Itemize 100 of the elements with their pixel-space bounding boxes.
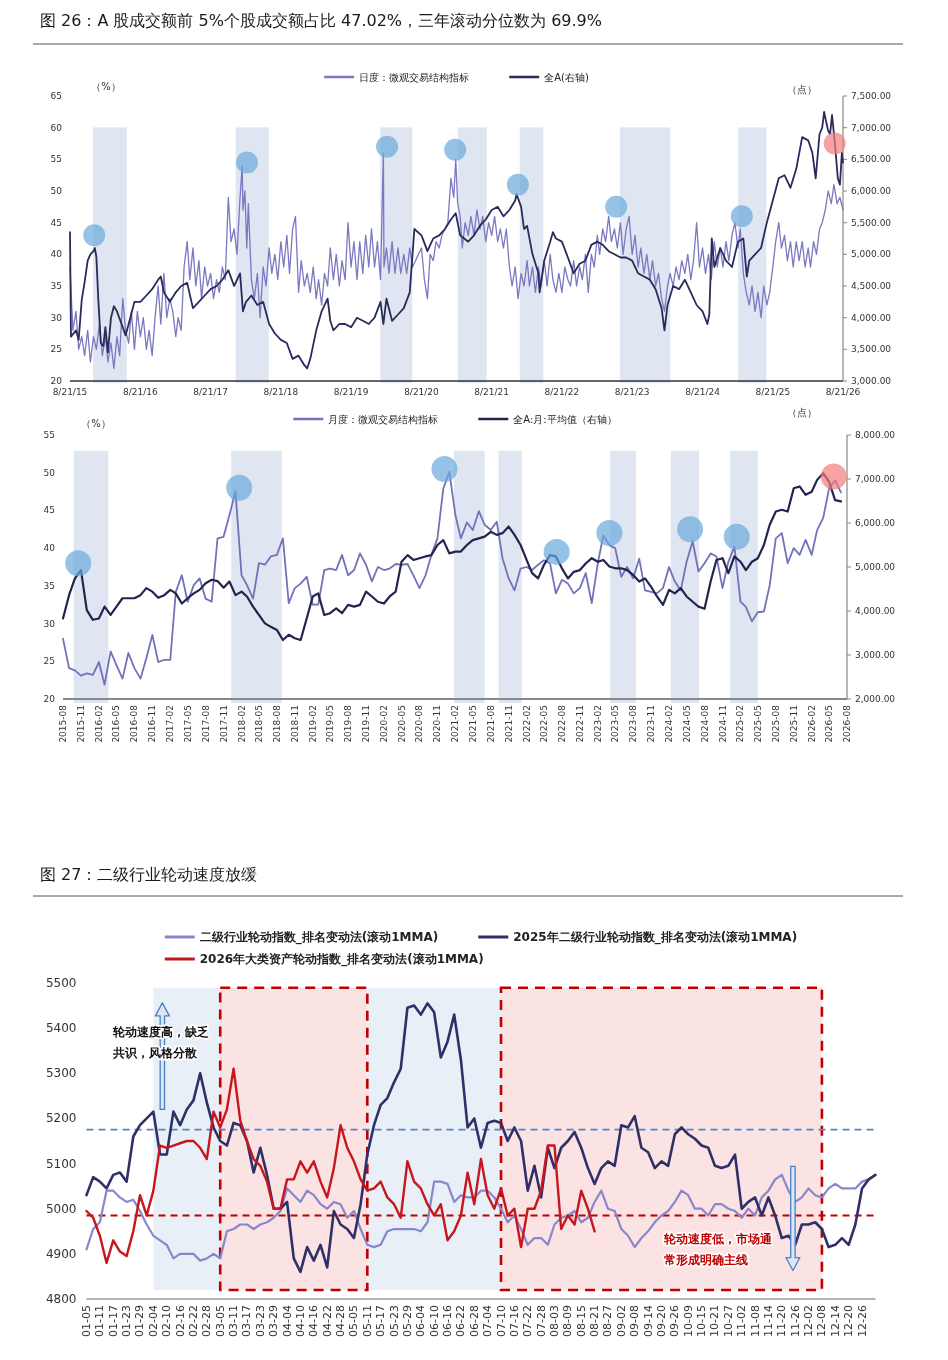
legend-label: 2025年二级行业轮动指数_排名变动法(滚动1MMA) [513, 930, 798, 945]
chart-title: 图 26：A 股成交额前 5%个股成交额占比 47.02%，三年滚动分位数为 69.9% [40, 11, 602, 30]
y-tick-label: 30 [43, 618, 56, 629]
x-tick-label: 06-22 [454, 1305, 468, 1337]
annotation: 轮动速度低，市场通常形成明确主线 [662, 1231, 773, 1267]
point [83, 224, 106, 247]
x-tick-label: 11-02 [735, 1305, 749, 1337]
x-tick-label: 2017-08 [200, 704, 211, 743]
x-tick-label: 2024-08 [699, 704, 710, 743]
x-tick-label: 2021-08 [485, 704, 496, 743]
x-tick-label: 09-08 [628, 1305, 642, 1337]
y-tick-label: 5200 [45, 1111, 77, 1126]
x-tick-label: 2026-08 [842, 704, 852, 743]
x-tick-label: 8/21/22 [544, 387, 580, 397]
x-tick-label: 01-11 [93, 1305, 107, 1337]
legend-label: 月度：微观交易结构指标 [328, 413, 439, 425]
y-tick-label: 65 [50, 91, 62, 101]
legend-label: 2026年大类资产轮动指数_排名变动法(滚动1MMA) [199, 952, 484, 967]
y-tick-label: 5000 [45, 1201, 77, 1216]
x-tick-label: 05-11 [360, 1305, 374, 1337]
x-tick-label: 2023-11 [646, 705, 657, 743]
point [596, 520, 623, 547]
x-tick-label: 10-15 [695, 1305, 709, 1337]
x-tick-label: 07-04 [481, 1305, 495, 1337]
x-tick-label: 10-27 [721, 1305, 735, 1337]
x-tick-label: 8/21/19 [333, 387, 369, 397]
x-tick-label: 2016-08 [129, 704, 140, 743]
y2-tick-label: 6,000.00 [851, 186, 892, 196]
x-tick-label: 01-05 [80, 1305, 93, 1337]
x-tick-label: 2019-02 [307, 705, 318, 743]
x-tick-label: 2025-11 [788, 705, 799, 743]
y2-tick-label: 8,000.00 [855, 430, 896, 440]
x-tick-label: 06-10 [427, 1305, 441, 1337]
x-tick-label: 12-26 [855, 1305, 869, 1337]
legend-label: 二级行业轮动指数_排名变动法(滚动1MMA) [199, 930, 439, 945]
x-tick-label: 2020-11 [432, 705, 443, 743]
x-tick-label: 2019-08 [343, 704, 354, 743]
point [823, 132, 846, 155]
y-tick-label: 55 [50, 154, 62, 165]
x-tick-label: 2023-08 [628, 704, 639, 743]
x-tick-label: 2021-02 [450, 705, 461, 743]
x-tick-label: 8/21/23 [614, 387, 650, 397]
x-tick-label: 06-28 [467, 1305, 481, 1337]
x-tick-label: 03-05 [213, 1305, 227, 1337]
y2-tick-label: 2,000.00 [855, 694, 896, 704]
x-tick-label: 2017-11 [218, 705, 229, 743]
y-tick-label: 50 [50, 186, 63, 196]
legend-label: 全A:月:平均值（右轴） [513, 413, 617, 425]
x-tick-label: 01-17 [106, 1305, 120, 1337]
y2-tick-label: 3,000.00 [851, 376, 892, 386]
x-tick-label: 8/21/20 [404, 387, 440, 397]
y2-tick-label: 4,000.00 [851, 312, 892, 323]
x-tick-label: 2023-02 [592, 705, 603, 743]
point [820, 463, 847, 490]
x-tick-label: 09-26 [668, 1305, 682, 1337]
y-tick-label: 4900 [45, 1246, 77, 1261]
x-tick-label: 2025-05 [752, 705, 763, 743]
x-tick-label: 2018-02 [236, 705, 247, 743]
x-tick-label: 08-03 [547, 1305, 561, 1337]
y-tick-label: 35 [50, 281, 62, 291]
x-tick-label: 8/21/21 [474, 387, 510, 397]
point [605, 195, 628, 218]
line-series [85, 1002, 877, 1274]
x-tick-label: 2017-05 [182, 705, 193, 743]
x-tick-label: 2022-11 [574, 705, 585, 743]
x-tick-label: 2021-11 [503, 705, 514, 743]
y2-tick-label: 6,500.00 [851, 154, 892, 165]
x-tick-label: 02-04 [146, 1305, 160, 1337]
y2-axis-title: （点） [787, 407, 817, 418]
point [431, 455, 458, 482]
point [677, 516, 704, 543]
x-tick-label: 03-17 [240, 1305, 254, 1337]
x-tick-label: 8/21/18 [263, 387, 299, 397]
x-tick-label: 08-21 [588, 1305, 602, 1337]
y-tick-label: 40 [50, 249, 63, 260]
y2-tick-label: 7,000.00 [851, 122, 892, 133]
x-tick-label: 02-22 [186, 1305, 200, 1337]
point [506, 173, 529, 196]
y2-tick-label: 4,000.00 [855, 606, 896, 616]
y2-axis-title: （点） [787, 84, 817, 95]
x-tick-label: 05-29 [400, 1305, 414, 1337]
x-tick-label: 2018-05 [253, 705, 264, 743]
x-tick-label: 2024-02 [664, 705, 675, 743]
y-tick-label: 55 [43, 430, 55, 440]
x-tick-label: 2022-05 [538, 705, 549, 743]
y2-tick-label: 3,500.00 [851, 344, 892, 355]
x-tick-label: 03-23 [253, 1305, 267, 1337]
x-tick-label: 12-14 [828, 1305, 842, 1337]
x-tick-label: 2023-05 [610, 705, 621, 743]
x-tick-label: 08-15 [574, 1305, 588, 1337]
y-axis-title: （%） [91, 81, 121, 92]
x-tick-label: 2024-05 [681, 705, 692, 743]
y-tick-label: 5500 [45, 976, 77, 990]
y-tick-label: 45 [50, 217, 62, 228]
y2-tick-label: 7,500.00 [851, 91, 892, 101]
x-tick-label: 2021-05 [467, 705, 478, 743]
point [226, 474, 253, 501]
y2-tick-label: 7,000.00 [855, 474, 896, 484]
legend-label: 日度：微观交易结构指标 [359, 71, 470, 83]
x-tick-label: 2020-08 [414, 704, 425, 743]
